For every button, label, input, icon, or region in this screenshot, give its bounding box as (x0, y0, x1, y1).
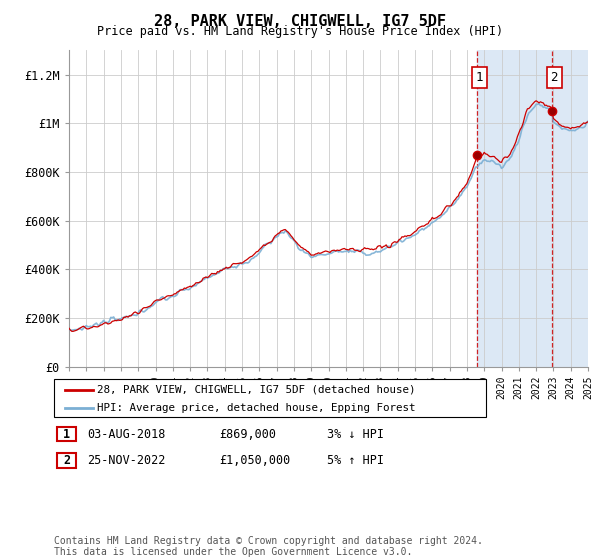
Text: £869,000: £869,000 (219, 427, 276, 441)
Text: £1,050,000: £1,050,000 (219, 454, 290, 467)
Text: 03-AUG-2018: 03-AUG-2018 (87, 427, 166, 441)
Text: Price paid vs. HM Land Registry's House Price Index (HPI): Price paid vs. HM Land Registry's House … (97, 25, 503, 38)
Text: 1: 1 (476, 71, 483, 84)
Text: 3% ↓ HPI: 3% ↓ HPI (327, 427, 384, 441)
Bar (551, 50, 588, 367)
Text: 2: 2 (551, 71, 558, 84)
Text: 28, PARK VIEW, CHIGWELL, IG7 5DF: 28, PARK VIEW, CHIGWELL, IG7 5DF (154, 14, 446, 29)
Text: 28, PARK VIEW, CHIGWELL, IG7 5DF (detached house): 28, PARK VIEW, CHIGWELL, IG7 5DF (detach… (97, 385, 416, 395)
Text: Contains HM Land Registry data © Crown copyright and database right 2024.
This d: Contains HM Land Registry data © Crown c… (54, 535, 483, 557)
Bar (477, 50, 588, 367)
Text: HPI: Average price, detached house, Epping Forest: HPI: Average price, detached house, Eppi… (97, 403, 416, 413)
Text: 2: 2 (63, 454, 70, 467)
Text: 5% ↑ HPI: 5% ↑ HPI (327, 454, 384, 467)
Text: 1: 1 (63, 427, 70, 441)
Text: 25-NOV-2022: 25-NOV-2022 (87, 454, 166, 467)
